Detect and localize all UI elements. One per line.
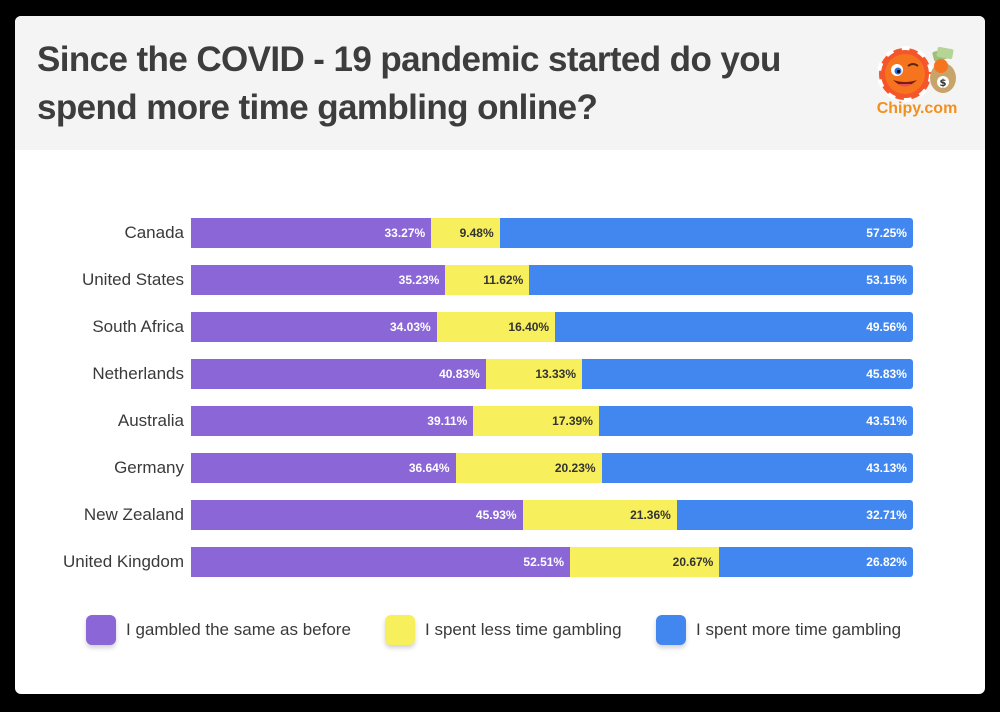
- stacked-bar-chart: Canada 33.27% 9.48% 57.25% United States 35.2…: [15, 16, 985, 694]
- bar-segment-same[interactable]: 35.23%: [191, 265, 446, 295]
- bar-segment-less[interactable]: 20.67%: [570, 547, 720, 577]
- bar-segment-less[interactable]: 17.39%: [473, 406, 599, 436]
- legend-label: I spent less time gambling: [425, 620, 622, 639]
- bar-segment-same[interactable]: 45.93%: [191, 500, 523, 530]
- chart-row: Australia 39.11% 17.39% 43.51%: [15, 406, 985, 436]
- legend-swatch-icon: [656, 615, 686, 645]
- bar-segment-same[interactable]: 36.64%: [191, 453, 456, 483]
- bar-segment-more[interactable]: 49.56%: [555, 312, 913, 342]
- bar-segment-more[interactable]: 45.83%: [582, 359, 913, 389]
- bar-segment-more[interactable]: 26.82%: [719, 547, 913, 577]
- bar-segment-same[interactable]: 39.11%: [191, 406, 474, 436]
- bar-segment-more[interactable]: 43.51%: [598, 406, 913, 436]
- bar-segment-same[interactable]: 34.03%: [191, 312, 437, 342]
- chipy-mascot-icon: $: [877, 46, 956, 102]
- chart-row: United Kingdom 52.51% 20.67% 26.82%: [15, 547, 985, 577]
- legend-label: I gambled the same as before: [126, 620, 351, 639]
- category-label: United States: [81, 270, 184, 289]
- stacked-bar[interactable]: 35.23% 11.62% 53.15%: [191, 265, 913, 295]
- stacked-bar[interactable]: 33.27% 9.48% 57.25%: [191, 218, 913, 248]
- legend-swatch-icon: [385, 615, 415, 645]
- chart-row: Netherlands 40.83% 13.33% 45.83%: [15, 359, 985, 389]
- category-label: Germany: [114, 458, 184, 477]
- bar-segment-less[interactable]: 20.23%: [455, 453, 602, 483]
- category-label: United Kingdom: [63, 552, 184, 571]
- chipy-logo[interactable]: $ Chipy.com: [867, 44, 967, 124]
- stacked-bar[interactable]: 34.03% 16.40% 49.56%: [191, 312, 913, 342]
- bar-segment-less[interactable]: 9.48%: [431, 218, 500, 248]
- stacked-bar[interactable]: 36.64% 20.23% 43.13%: [191, 453, 913, 483]
- chart-row: Canada 33.27% 9.48% 57.25%: [15, 218, 985, 248]
- category-label: Netherlands: [92, 364, 184, 383]
- stacked-bar[interactable]: 52.51% 20.67% 26.82%: [191, 547, 913, 577]
- bar-segment-same[interactable]: 52.51%: [191, 547, 571, 577]
- bar-segment-more[interactable]: 53.15%: [529, 265, 913, 295]
- stacked-bar[interactable]: 39.11% 17.39% 43.51%: [191, 406, 913, 436]
- bar-segment-less[interactable]: 21.36%: [522, 500, 677, 530]
- bar-segment-same[interactable]: 33.27%: [191, 218, 432, 248]
- chart-row: South Africa 34.03% 16.40% 49.56%: [15, 312, 985, 342]
- svg-text:$: $: [940, 78, 947, 89]
- legend-label: I spent more time gambling: [696, 620, 902, 639]
- bar-segment-same[interactable]: 40.83%: [191, 359, 486, 389]
- category-label: Australia: [117, 411, 184, 430]
- chart-row: Germany 36.64% 20.23% 43.13%: [15, 453, 985, 483]
- category-label: South Africa: [92, 317, 184, 336]
- bar-segment-less[interactable]: 11.62%: [445, 265, 530, 295]
- bar-segment-less[interactable]: 16.40%: [436, 312, 556, 342]
- chart-header: Since the COVID - 19 pandemic started do…: [15, 16, 985, 150]
- stacked-bar[interactable]: 40.83% 13.33% 45.83%: [191, 359, 913, 389]
- bar-segment-less[interactable]: 13.33%: [485, 359, 583, 389]
- category-label: Canada: [124, 223, 184, 242]
- chart-title: Since the COVID - 19 pandemic started do…: [37, 40, 781, 127]
- chart-card: Since the COVID - 19 pandemic started do…: [15, 16, 985, 694]
- bar-segment-more[interactable]: 32.71%: [676, 500, 913, 530]
- chart-legend: I gambled the same as before I spent less…: [15, 615, 985, 645]
- bar-segment-more[interactable]: 43.13%: [601, 453, 913, 483]
- bar-segment-more[interactable]: 57.25%: [499, 218, 913, 248]
- legend-swatch-icon: [86, 615, 116, 645]
- stacked-bar[interactable]: 45.93% 21.36% 32.71%: [191, 500, 913, 530]
- logo-text: Chipy.com: [876, 100, 958, 117]
- chart-row: New Zealand 45.93% 21.36% 32.71%: [15, 500, 985, 530]
- category-label: New Zealand: [83, 505, 184, 524]
- chart-row: United States 35.23% 11.62% 53.15%: [15, 265, 985, 295]
